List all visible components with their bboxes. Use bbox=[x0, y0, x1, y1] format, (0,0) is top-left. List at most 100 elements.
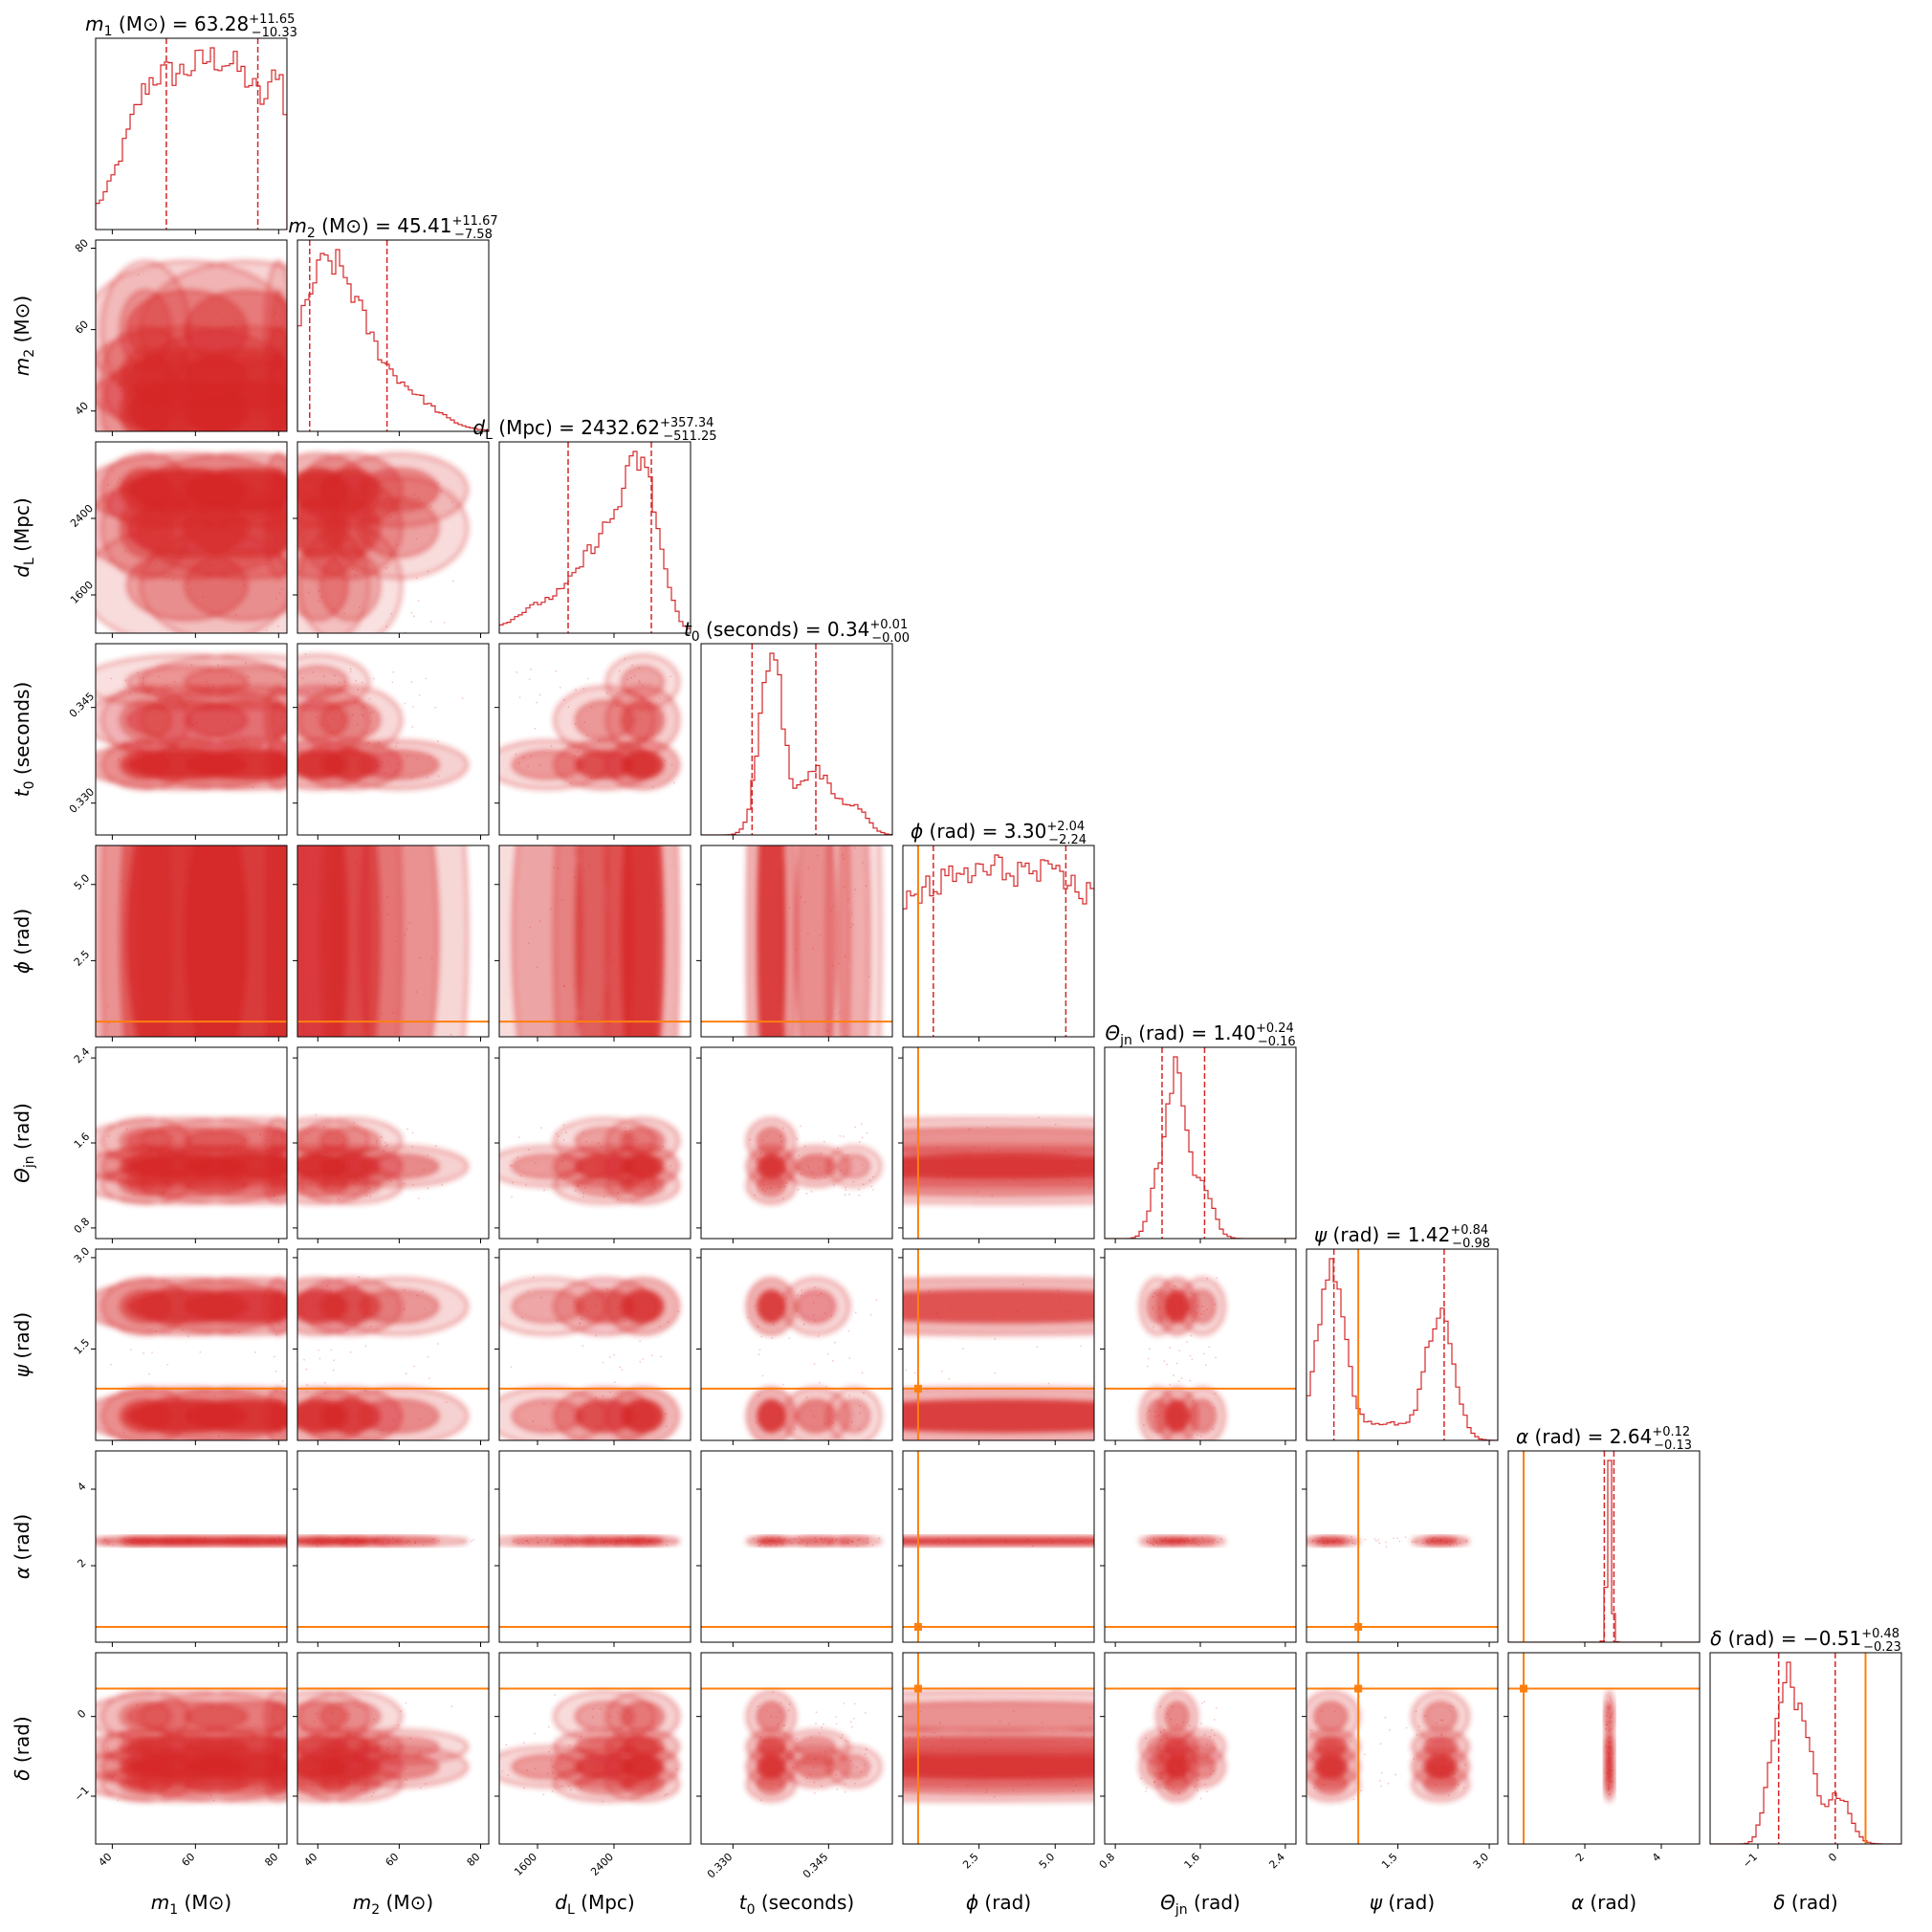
sample-point bbox=[653, 1068, 655, 1070]
contour-inner bbox=[512, 1537, 582, 1545]
contour-inner bbox=[270, 1127, 287, 1154]
y-tick-label-theta: 1.6 bbox=[72, 1131, 93, 1152]
sample-point bbox=[1137, 1541, 1139, 1543]
sample-point bbox=[130, 1349, 132, 1351]
sample-point bbox=[395, 1077, 397, 1079]
sample-point bbox=[304, 653, 307, 655]
sample-point bbox=[1385, 1541, 1387, 1544]
sample-point bbox=[1118, 1719, 1120, 1721]
sample-point bbox=[1047, 1382, 1050, 1385]
contour-panel-psi-alpha bbox=[1302, 1450, 1499, 1647]
sample-point bbox=[547, 1725, 550, 1728]
sample-point bbox=[415, 1100, 417, 1102]
sample-point bbox=[294, 1129, 296, 1131]
axes-frame bbox=[296, 441, 490, 634]
sample-point bbox=[290, 541, 292, 543]
histogram-theta bbox=[1105, 1056, 1296, 1239]
sample-point bbox=[1172, 1133, 1174, 1135]
contour-inner bbox=[120, 750, 171, 779]
sample-point bbox=[856, 1069, 858, 1071]
contour-panel-phi-delta: 2.5 5.0 bbox=[898, 1652, 1140, 1871]
sample-point bbox=[326, 838, 328, 840]
sample-point bbox=[641, 1068, 643, 1070]
title-m1: m1 (M⊙) = 63.28+11.65 −10.33 bbox=[85, 12, 297, 40]
sample-point bbox=[451, 580, 454, 582]
truth-marker bbox=[1520, 1684, 1527, 1693]
sample-point bbox=[281, 1380, 284, 1383]
sample-point bbox=[1204, 1364, 1207, 1367]
contour-panel-t0-alpha bbox=[696, 1450, 893, 1647]
contour-inner bbox=[757, 1773, 786, 1795]
sample-point bbox=[289, 696, 291, 698]
sample-point bbox=[1274, 1386, 1276, 1388]
sample-point bbox=[382, 813, 384, 815]
sample-point bbox=[889, 1313, 891, 1315]
sample-point bbox=[283, 1067, 285, 1069]
xlabel-t0: t0 (seconds) bbox=[739, 1891, 854, 1918]
sample-point bbox=[351, 640, 353, 642]
sample-point bbox=[844, 1194, 846, 1197]
sample-point bbox=[417, 600, 420, 603]
sample-point bbox=[788, 1337, 791, 1339]
contour-panel-dL-alpha bbox=[494, 1450, 692, 1647]
axes-frame bbox=[95, 1248, 288, 1441]
sample-point bbox=[1321, 1173, 1323, 1175]
sample-point bbox=[1188, 1366, 1190, 1368]
sample-point bbox=[428, 1377, 430, 1379]
sample-point bbox=[1146, 1365, 1149, 1368]
sample-point bbox=[1265, 1160, 1267, 1162]
sample-point bbox=[1215, 1356, 1217, 1359]
sample-point bbox=[781, 770, 783, 772]
sample-point bbox=[434, 1145, 437, 1148]
axes-frame bbox=[1104, 1046, 1297, 1240]
sample-point bbox=[450, 1705, 453, 1707]
axes-frame bbox=[902, 1652, 1095, 1845]
sample-point bbox=[786, 839, 788, 841]
sample-point bbox=[994, 1338, 997, 1341]
sample-point bbox=[289, 1014, 291, 1016]
contour-inner bbox=[838, 1537, 870, 1545]
contour-panel-t0-phi bbox=[696, 770, 893, 1071]
sample-point bbox=[291, 395, 293, 397]
contour-panel-m1-alpha: 24 bbox=[75, 1450, 288, 1647]
sample-point bbox=[522, 1787, 525, 1789]
contour-inner bbox=[1423, 1537, 1458, 1545]
axes-frame bbox=[700, 1652, 893, 1845]
x-tick-label-theta: 0.8 bbox=[1097, 1851, 1118, 1872]
sample-point bbox=[286, 836, 288, 838]
truth-marker bbox=[1354, 1623, 1363, 1631]
sample-point bbox=[269, 1103, 271, 1105]
sample-point bbox=[293, 1354, 295, 1356]
sample-point bbox=[306, 1384, 308, 1386]
sample-point bbox=[813, 1791, 816, 1794]
sample-point bbox=[305, 1368, 308, 1371]
sample-point bbox=[358, 1276, 361, 1279]
sample-point bbox=[205, 450, 207, 452]
sample-point bbox=[636, 841, 638, 843]
y-tick-label-psi: 1.5 bbox=[72, 1336, 93, 1357]
contour-panel-theta-psi bbox=[1100, 1248, 1297, 1445]
sample-point bbox=[1095, 1540, 1097, 1542]
sample-point bbox=[159, 1084, 161, 1086]
sample-point bbox=[1190, 1334, 1193, 1337]
sample-point bbox=[887, 1541, 889, 1543]
ylabel-psi: ψ (rad) bbox=[11, 1312, 33, 1377]
sample-point bbox=[546, 1189, 548, 1191]
sample-point bbox=[429, 621, 432, 623]
x-tick-label-m2: 80 bbox=[465, 1851, 483, 1869]
axes-frame bbox=[296, 1652, 490, 1845]
sample-point bbox=[529, 824, 531, 826]
sample-point bbox=[1138, 1784, 1140, 1786]
contour-inner bbox=[512, 845, 582, 1037]
sample-point bbox=[308, 813, 310, 815]
sample-point bbox=[598, 1039, 600, 1041]
contour-inner bbox=[1164, 1701, 1190, 1732]
sample-point bbox=[290, 622, 292, 624]
contour-inner bbox=[1189, 1537, 1217, 1545]
sample-point bbox=[852, 1717, 855, 1720]
sample-point bbox=[392, 670, 395, 673]
sample-point bbox=[782, 1383, 784, 1386]
contour-inner bbox=[575, 1127, 634, 1154]
contour-inner bbox=[903, 1127, 1094, 1154]
sample-point bbox=[1138, 1285, 1140, 1287]
